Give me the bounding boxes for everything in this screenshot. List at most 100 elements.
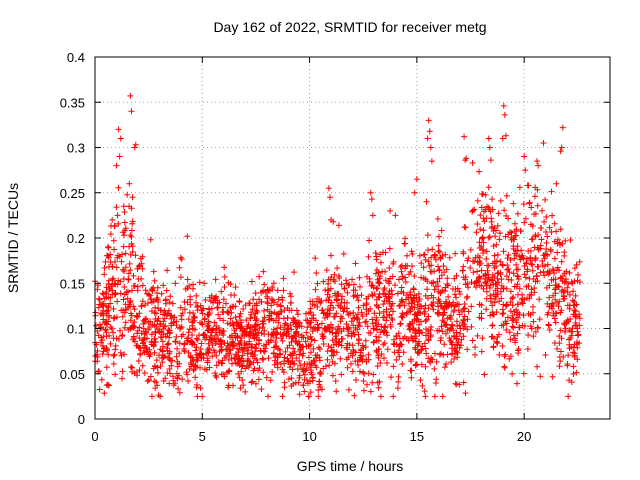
data-point [340,308,347,315]
data-point [429,302,436,309]
data-point [453,329,460,336]
data-point [139,282,146,289]
data-point [294,340,301,347]
data-point [407,321,414,328]
data-point [135,358,142,365]
data-point [151,349,158,356]
data-point [434,278,441,285]
data-point [474,221,481,228]
data-point [310,324,317,331]
data-point [121,283,128,290]
data-point [165,340,172,347]
data-point [376,310,383,317]
data-point [259,324,266,331]
data-point [486,233,493,240]
data-point [373,266,380,273]
data-point [326,328,333,335]
data-point [360,387,367,394]
data-point [486,276,493,283]
data-point [537,269,544,276]
data-point [484,267,491,274]
data-point [471,258,478,265]
data-point [412,311,419,318]
data-point [256,273,263,280]
data-point [521,153,528,160]
data-point [155,299,162,306]
data-point [210,326,217,333]
data-point [469,207,476,214]
data-point [164,341,171,348]
data-point [496,230,503,237]
data-point [259,318,266,325]
data-point [280,315,287,322]
data-point [553,228,560,235]
data-point [325,185,332,192]
data-point [573,369,580,376]
data-point [489,311,496,318]
data-point [144,335,151,342]
data-point [305,354,312,361]
data-point [320,333,327,340]
data-point [499,343,506,350]
data-point [137,351,144,358]
data-point [414,361,421,368]
data-point [384,332,391,339]
data-point [367,388,374,395]
data-point [399,314,406,321]
data-point [107,324,114,331]
data-point [483,306,490,313]
data-point [435,311,442,318]
data-point [345,311,352,318]
data-point [105,244,112,251]
data-point [541,263,548,270]
data-point [216,299,223,306]
data-point [464,257,471,264]
data-point [487,157,494,164]
data-point [386,290,393,297]
data-point [140,320,147,327]
data-point [569,297,576,304]
data-point [184,233,191,240]
data-point [331,278,338,285]
data-point [225,279,232,286]
data-point [197,364,204,371]
data-point [189,285,196,292]
data-point [550,312,557,319]
data-point [279,331,286,338]
data-point [313,355,320,362]
data-point [393,356,400,363]
data-point [96,386,103,393]
data-point [246,300,253,307]
data-point [240,305,247,312]
data-point [462,281,469,288]
data-point [253,307,260,314]
data-point [418,346,425,353]
data-point [367,329,374,336]
data-point [489,309,496,316]
data-point [377,273,384,280]
data-point [459,267,466,274]
data-point [284,322,291,329]
data-point [552,286,559,293]
data-point [258,386,265,393]
data-point [205,306,212,313]
data-point [479,191,486,198]
data-point [343,321,350,328]
data-point [113,204,120,211]
data-point [445,302,452,309]
data-point [294,311,301,318]
data-point [415,326,422,333]
data-point [441,364,448,371]
data-point [398,268,405,275]
data-point [549,266,556,273]
data-point [395,330,402,337]
data-point [451,275,458,282]
data-point [244,323,251,330]
data-point [107,231,114,238]
data-point [151,378,158,385]
data-point [370,371,377,378]
data-point [431,393,438,400]
data-point [186,309,193,316]
data-point [281,379,288,386]
data-point [275,310,282,317]
